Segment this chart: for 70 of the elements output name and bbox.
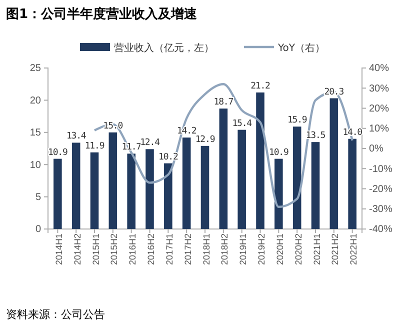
x-tick-label: 2015H1 bbox=[90, 234, 101, 266]
y2-tick-label: -20% bbox=[369, 184, 392, 195]
bar bbox=[90, 152, 99, 229]
x-tick-label: 2020H1 bbox=[274, 234, 285, 266]
x-tick-label: 2020H2 bbox=[293, 234, 304, 266]
bar bbox=[292, 126, 302, 229]
data-label: 11.7 bbox=[122, 142, 142, 153]
y2-tick-label: 0% bbox=[369, 144, 384, 155]
data-label: 10.2 bbox=[158, 152, 178, 162]
bar bbox=[311, 142, 320, 229]
text: 资料来源：公司公告 bbox=[6, 308, 105, 321]
data-label: 13.5 bbox=[306, 131, 326, 142]
x-tick-label: 2017H1 bbox=[164, 234, 174, 266]
bar bbox=[200, 146, 210, 229]
data-label: 14.2 bbox=[176, 126, 196, 137]
bar bbox=[54, 158, 62, 229]
x-tick-label: 2019H1 bbox=[238, 234, 248, 266]
x-tick-label: 2021H1 bbox=[312, 234, 322, 266]
data-label: 18.7 bbox=[214, 98, 234, 108]
y-tick-label: 25 bbox=[30, 63, 42, 74]
data-label: 10.9 bbox=[269, 148, 288, 158]
data-label: 15.4 bbox=[232, 118, 252, 129]
x-tick-label: 2015H2 bbox=[109, 234, 120, 266]
x-tick-label: 2018H2 bbox=[220, 234, 230, 266]
data-label: 15.0 bbox=[103, 121, 123, 132]
x-tick-label: 2018H1 bbox=[201, 234, 212, 266]
y-tick-label: 5 bbox=[35, 192, 42, 203]
y-tick-label: 0 bbox=[35, 224, 42, 236]
x-tick-label: 2022H1 bbox=[348, 234, 359, 266]
x-tick-label: 2014H2 bbox=[72, 234, 82, 266]
data-label: 11.9 bbox=[84, 141, 104, 152]
x-tick-label: 2017H2 bbox=[182, 234, 193, 266]
y2-tick-label: 10% bbox=[369, 124, 390, 135]
bar bbox=[164, 163, 172, 229]
bar bbox=[146, 149, 154, 229]
y-tick-label: 20 bbox=[30, 95, 42, 106]
bar bbox=[182, 138, 191, 229]
data-label: 15.9 bbox=[287, 116, 307, 126]
data-label: 10.9 bbox=[48, 148, 68, 158]
y2-tick-label: 40% bbox=[369, 63, 390, 74]
bar bbox=[256, 92, 264, 229]
y2-tick-label: 30% bbox=[369, 83, 390, 94]
x-tick-label: 2014H1 bbox=[54, 234, 64, 266]
data-label: 20.3 bbox=[324, 87, 344, 98]
legend-label: YoY（右） bbox=[277, 43, 326, 54]
data-label: 13.4 bbox=[66, 132, 86, 142]
bar bbox=[219, 108, 228, 229]
bar bbox=[72, 142, 80, 229]
bar bbox=[330, 98, 338, 229]
bar bbox=[274, 158, 283, 229]
legend-label: 营业收入（亿元，左） bbox=[114, 42, 214, 54]
x-tick-label: 2019H2 bbox=[256, 234, 267, 266]
bar bbox=[108, 132, 118, 229]
y2-tick-label: -40% bbox=[369, 224, 392, 236]
bar bbox=[348, 138, 356, 229]
data-label: 12.9 bbox=[195, 134, 215, 145]
x-tick-label: 2016H2 bbox=[146, 234, 156, 266]
y2-tick-label: 20% bbox=[369, 103, 390, 114]
y-tick-label: 10 bbox=[30, 160, 42, 171]
data-label: 12.4 bbox=[140, 138, 160, 148]
y-tick-label: 15 bbox=[30, 128, 42, 139]
x-tick-label: 2021H2 bbox=[330, 234, 340, 266]
data-label: 14.0 bbox=[342, 128, 362, 138]
data-label: 21.2 bbox=[250, 81, 270, 92]
y2-tick-label: -10% bbox=[369, 164, 392, 175]
chart-title: 图1：公司半年度营业收入及增速 bbox=[6, 6, 198, 22]
y2-tick-label: -30% bbox=[369, 204, 392, 216]
bar bbox=[127, 154, 136, 229]
x-tick-label: 2016H1 bbox=[128, 234, 138, 266]
bar bbox=[238, 130, 246, 229]
